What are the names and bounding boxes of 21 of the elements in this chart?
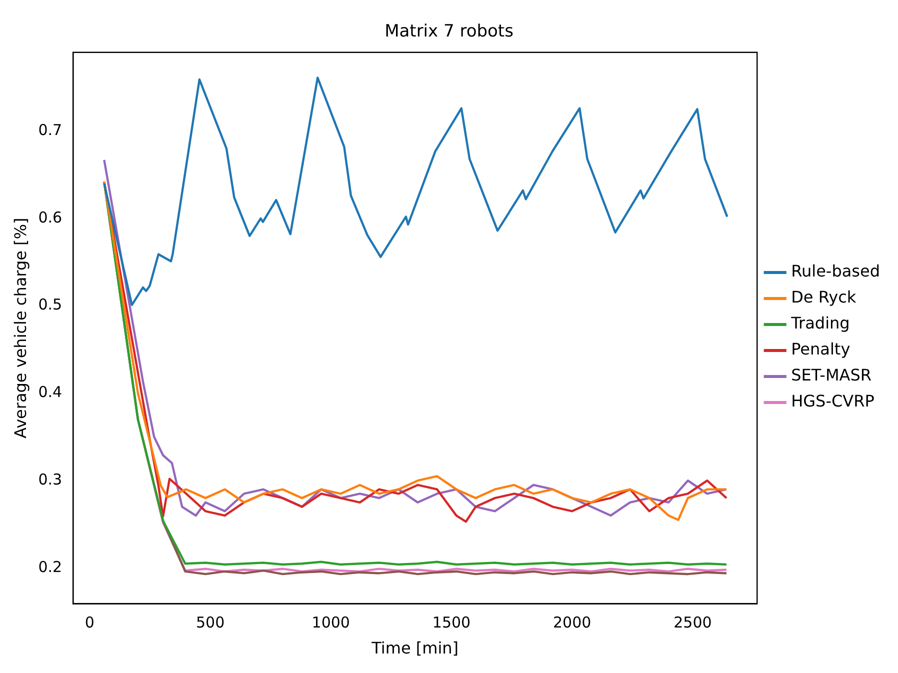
legend-label: Trading: [790, 314, 850, 333]
y-tick-label: 0.6: [38, 208, 62, 226]
legend-label: Rule-based: [791, 262, 880, 281]
x-tick-label: 2000: [553, 614, 592, 632]
legend-label: Penalty: [791, 340, 850, 359]
x-tick-label: 1000: [312, 614, 350, 632]
y-tick-label: 0.5: [38, 296, 62, 314]
y-axis-title: Average vehicle charge [%]: [10, 218, 30, 438]
chart-title: Matrix 7 robots: [384, 22, 514, 42]
y-tick-label: 0.3: [38, 470, 62, 488]
y-tick-label: 0.4: [38, 383, 62, 402]
x-tick-label: 500: [196, 614, 225, 632]
x-axis-title: Time [min]: [370, 638, 459, 658]
x-tick-label: 0: [84, 614, 94, 632]
legend-label: HGS-CVRP: [791, 392, 875, 411]
legend-label: De Ryck: [791, 288, 857, 307]
x-tick-label: 2500: [674, 614, 712, 632]
x-tick-label: 1500: [432, 614, 471, 632]
y-tick-label: 0.2: [38, 558, 62, 576]
legend-label: SET-MASR: [791, 366, 872, 385]
y-tick-label: 0.7: [38, 120, 62, 139]
